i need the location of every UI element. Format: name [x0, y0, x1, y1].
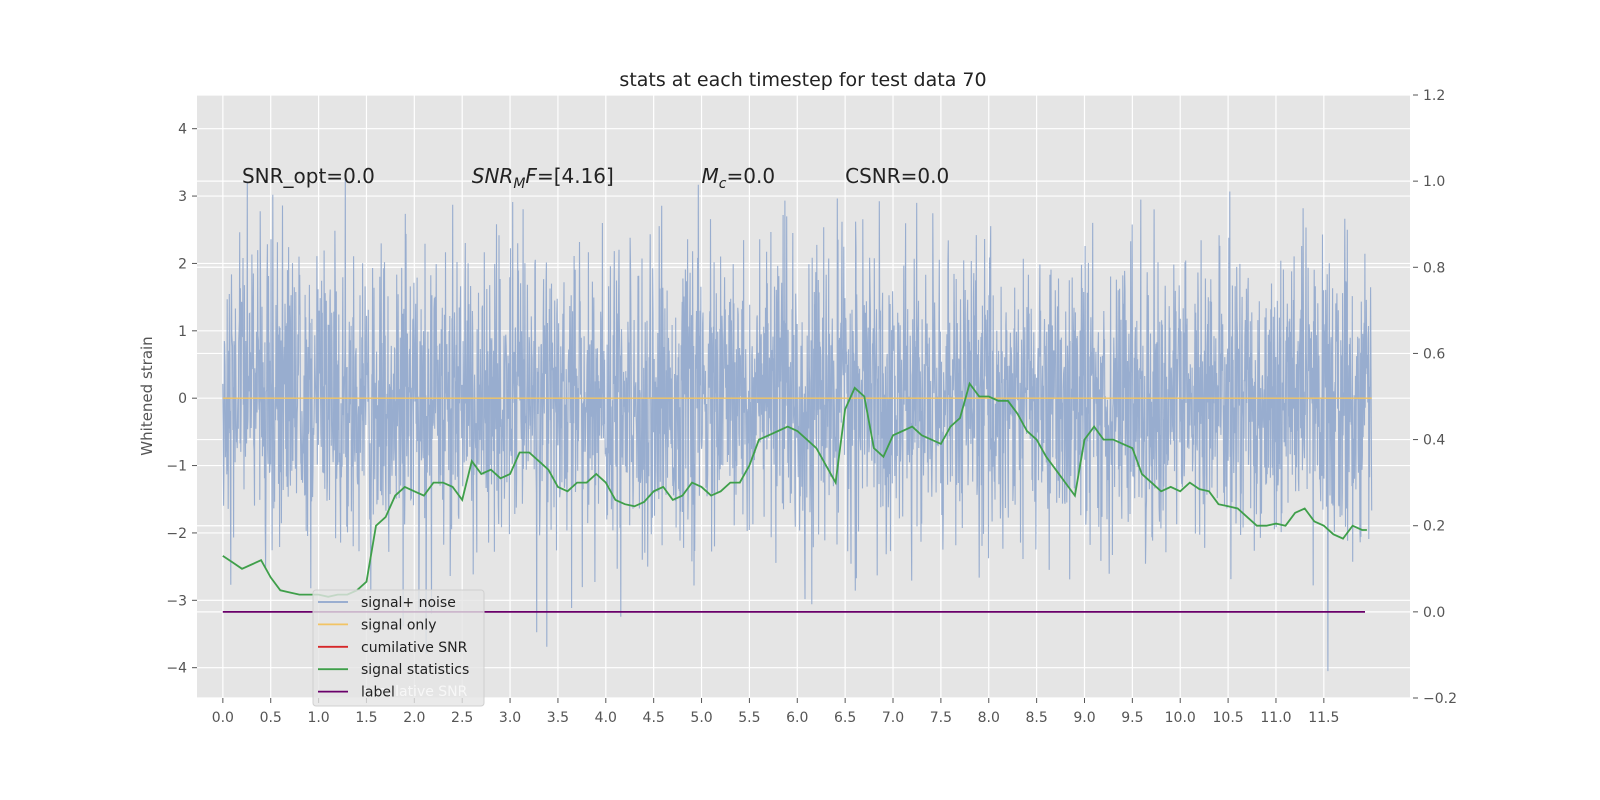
x-tick-label: 1.5 — [355, 710, 377, 726]
x-tick-label: 8.5 — [1025, 710, 1047, 726]
x-tick-label: 5.5 — [738, 710, 760, 726]
x-tick-label: 6.5 — [834, 710, 856, 726]
y2-tick-label: 1.2 — [1423, 88, 1445, 104]
y2-tick-label: 0.0 — [1423, 605, 1445, 621]
y-tick-label: 1 — [178, 324, 187, 340]
annotation-text: CSNR=0.0 — [845, 164, 949, 188]
x-tick-label: 3.0 — [499, 710, 521, 726]
legend-label: cumilative SNR — [361, 640, 468, 656]
x-tick-label: 2.5 — [451, 710, 473, 726]
y2-tick-label: 0.4 — [1423, 433, 1445, 449]
y2-axis: 1.2 1.0 0.8 0.6 0.4 0.2 0.0 −0.2 — [1413, 88, 1457, 707]
series-layer — [222, 175, 1373, 672]
legend-overlap-text: cumilative SNR — [361, 684, 468, 700]
x-axis: 0.0 0.5 1.0 1.5 2.0 2.5 3.0 3.5 4.0 4.5 5.0 5.5 6.0 6… — [212, 698, 1339, 726]
series-signal-statistics — [222, 381, 1367, 598]
legend-box — [312, 589, 485, 707]
x-tick-label: 11.5 — [1308, 710, 1339, 726]
annotation-text: Mc=0.0 — [702, 164, 776, 192]
x-tick-label: 4.0 — [595, 710, 617, 726]
x-tick-label: 7.5 — [930, 710, 952, 726]
y-tick-label: 2 — [178, 256, 187, 272]
chart-title: stats at each timestep for test data 70 — [619, 69, 986, 91]
legend-label: label — [361, 685, 395, 701]
y2-tick-label: 1.0 — [1423, 174, 1445, 190]
legend-label: signal+ noise — [361, 595, 456, 611]
x-tick-label: 7.0 — [882, 710, 904, 726]
x-tick-label: 6.0 — [786, 710, 808, 726]
y-tick-label: −1 — [166, 459, 187, 475]
annotation-text: SNR_opt=0.0 — [242, 164, 375, 188]
x-tick-label: 0.5 — [260, 710, 282, 726]
x-tick-label: 2.0 — [403, 710, 425, 726]
x-tick-label: 3.5 — [547, 710, 569, 726]
y-tick-label: −3 — [166, 593, 187, 609]
legend-label: signal statistics — [361, 662, 469, 678]
y-tick-label: 0 — [178, 391, 187, 407]
x-tick-label: 11.0 — [1260, 710, 1291, 726]
y2-tick-label: 0.6 — [1423, 346, 1445, 362]
x-tick-label: 0.0 — [212, 710, 234, 726]
y2-tick-label: 0.8 — [1423, 260, 1445, 276]
annotation-text: SNRMF=[4.16] — [472, 164, 614, 192]
x-tick-label: 8.0 — [978, 710, 1000, 726]
x-tick-label: 5.0 — [690, 710, 712, 726]
x-tick-label: 10.5 — [1213, 710, 1244, 726]
y-tick-label: −4 — [166, 661, 187, 677]
x-tick-label: 10.0 — [1165, 710, 1196, 726]
y-tick-label: −2 — [166, 526, 187, 542]
y-tick-label: 4 — [178, 122, 187, 138]
series-signal-noise — [222, 175, 1373, 672]
y-tick-label: 3 — [178, 189, 187, 205]
x-tick-label: 9.0 — [1073, 710, 1095, 726]
y-axis: 4 3 2 1 0 −1 −2 −3 −4 — [166, 122, 197, 677]
x-tick-label: 4.5 — [643, 710, 665, 726]
legend-label: signal only — [361, 617, 436, 633]
y-axis-label: Whitened strain — [138, 336, 156, 455]
y2-tick-label: −0.2 — [1423, 691, 1457, 707]
x-tick-label: 1.0 — [307, 710, 329, 726]
y2-tick-label: 0.2 — [1423, 519, 1445, 535]
annotations: SNR_opt=0.0 SNRMF=[4.16] Mc=0.0 CSNR=0.0 — [242, 164, 949, 192]
legend: cumilative SNR signal+ noise signal only cu… — [312, 589, 485, 707]
x-tick-label: 9.5 — [1121, 710, 1143, 726]
